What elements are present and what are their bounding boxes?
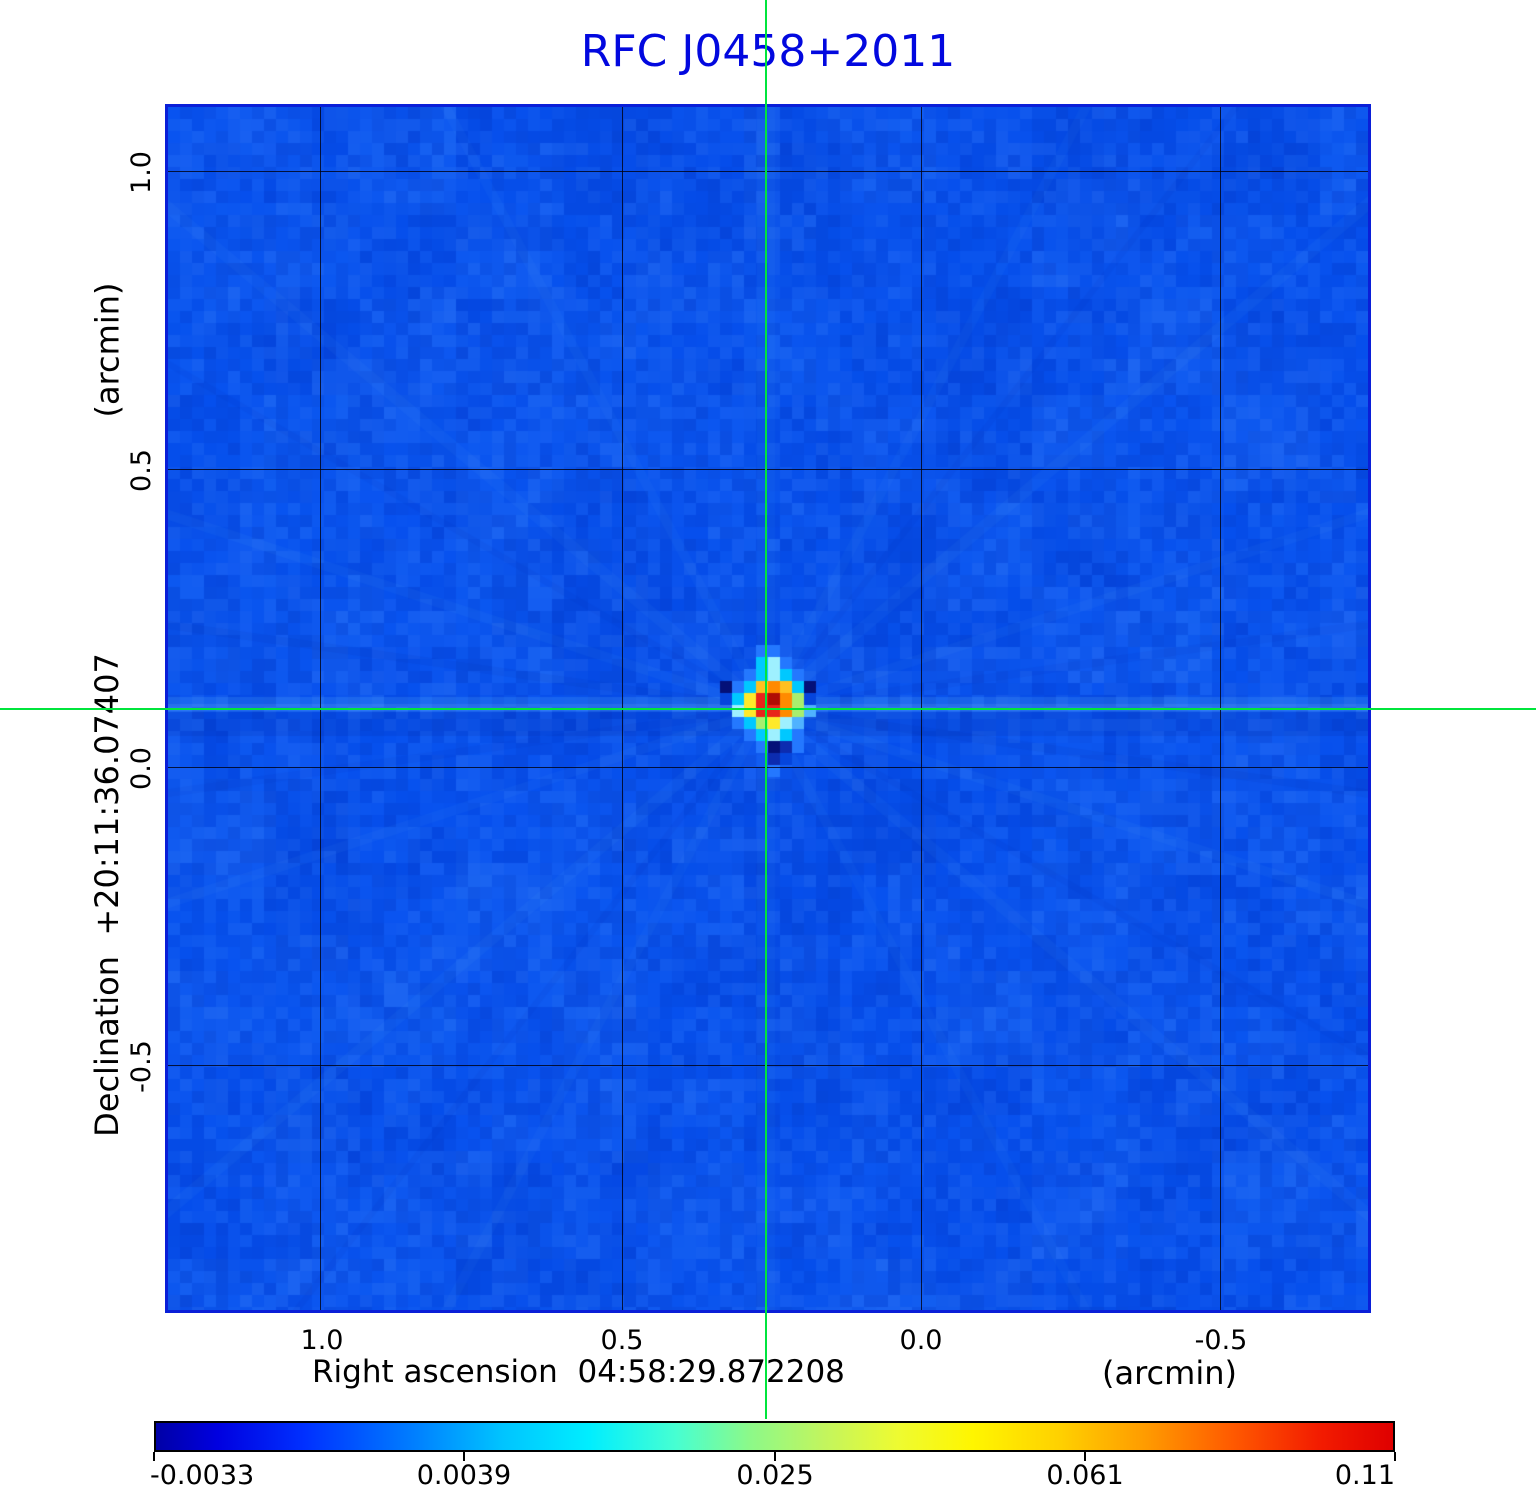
figure-title: RFC J0458+2011 <box>580 26 956 77</box>
colorbar-tick-label-4: 0.11 <box>1334 1460 1395 1491</box>
grid-line-horizontal <box>168 1065 1368 1066</box>
crosshair-horizontal-line <box>0 708 1536 710</box>
colorbar-tick <box>153 1452 155 1461</box>
y-tick-label-0.5: 0.5 <box>125 448 157 492</box>
x-tick-label-0.5: 0.5 <box>600 1325 644 1356</box>
y-tick-label-0.0: 0.0 <box>125 746 157 790</box>
colorbar-tick-label-2: 0.025 <box>736 1460 814 1491</box>
x-axis-unit-label: (arcmin) <box>1102 1354 1237 1392</box>
colorbar-tick-label-3: 0.061 <box>1046 1460 1124 1491</box>
x-tick-label-1.0: 1.0 <box>300 1325 344 1356</box>
colorbar <box>154 1421 1395 1452</box>
colorbar-tick <box>773 1452 776 1461</box>
x-axis-label: Right ascension 04:58:29.872208 <box>312 1354 845 1390</box>
x-tick-label--0.5: -0.5 <box>1194 1325 1248 1356</box>
y-axis-unit-text: (arcmin) <box>88 282 126 418</box>
x-tick-label-0.0: 0.0 <box>899 1325 943 1356</box>
colorbar-tick <box>463 1452 466 1461</box>
colorbar-tick <box>1083 1452 1086 1461</box>
y-tick-label-1.0: 1.0 <box>125 150 157 194</box>
y-tick-label--0.5: -0.5 <box>125 1039 157 1093</box>
grid-line-horizontal <box>168 767 1368 768</box>
colorbar-tick <box>1394 1452 1396 1461</box>
grid-line-horizontal <box>168 469 1368 470</box>
grid-line-horizontal <box>168 171 1368 172</box>
colorbar-tick-label-1: 0.0039 <box>416 1460 512 1491</box>
colorbar-ticks <box>153 1452 1396 1461</box>
colorbar-tick-label-0: -0.0033 <box>150 1460 255 1491</box>
